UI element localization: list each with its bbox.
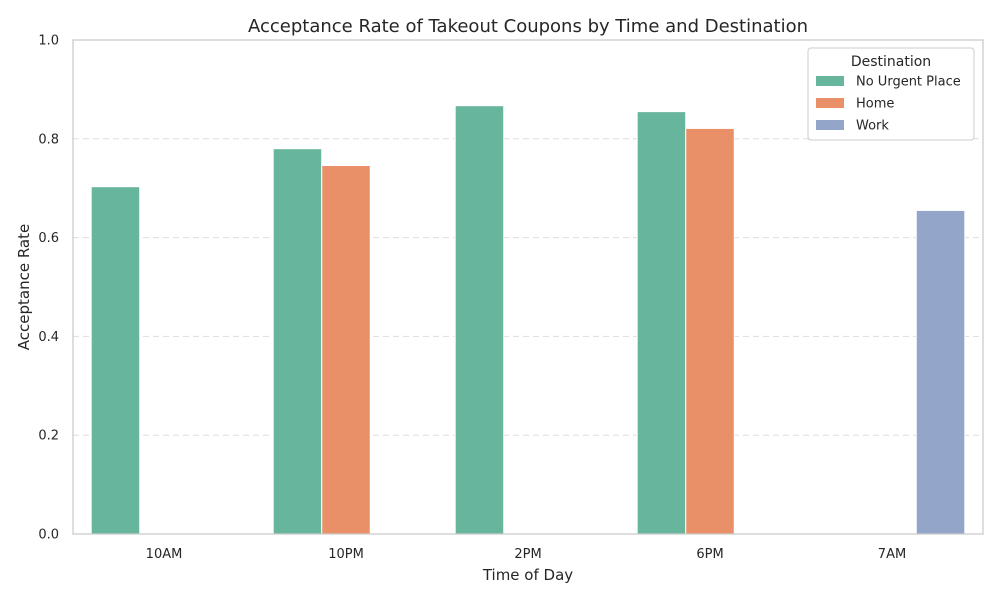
- legend-swatch: [816, 76, 844, 86]
- legend-label: Work: [856, 119, 889, 134]
- y-tick-label: 0.0: [38, 528, 59, 543]
- x-tick-label: 10PM: [328, 547, 364, 562]
- legend-box: [807, 47, 975, 141]
- bar: [636, 111, 687, 535]
- bar: [915, 209, 966, 535]
- bar: [685, 127, 735, 535]
- y-tick-label: 0.2: [38, 429, 59, 444]
- bar: [321, 164, 371, 535]
- chart-title: Acceptance Rate of Takeout Coupons by Ti…: [248, 16, 808, 37]
- legend-label: No Urgent Place: [856, 75, 961, 90]
- x-tick-label: 7AM: [878, 547, 906, 562]
- legend: Destination No Urgent Place Home Work: [807, 47, 975, 141]
- y-tick-label: 0.4: [38, 330, 59, 345]
- bar: [90, 186, 141, 535]
- bars: [90, 105, 966, 535]
- x-tick-label: 2PM: [514, 547, 541, 562]
- legend-swatch: [816, 120, 844, 130]
- plot-frame: [72, 39, 984, 535]
- bar: [454, 105, 505, 535]
- legend-label: Home: [856, 97, 894, 112]
- x-tick-label: 10AM: [146, 547, 183, 562]
- grid-lines: [73, 138, 983, 436]
- bar: [272, 148, 323, 535]
- y-tick-label: 0.8: [38, 132, 59, 147]
- x-tick-label: 6PM: [696, 547, 723, 562]
- y-tick-label: 1.0: [38, 34, 59, 49]
- y-axis-ticks: 0.0 0.2 0.4 0.6 0.8 1.0: [38, 34, 59, 543]
- x-axis-label: Time of Day: [482, 566, 573, 584]
- legend-title: Destination: [851, 54, 931, 70]
- y-tick-label: 0.6: [38, 231, 59, 246]
- legend-swatch: [816, 98, 844, 108]
- y-axis-label: Acceptance Rate: [15, 224, 33, 350]
- x-axis-ticks: 10AM 10PM 2PM 6PM 7AM: [146, 547, 907, 562]
